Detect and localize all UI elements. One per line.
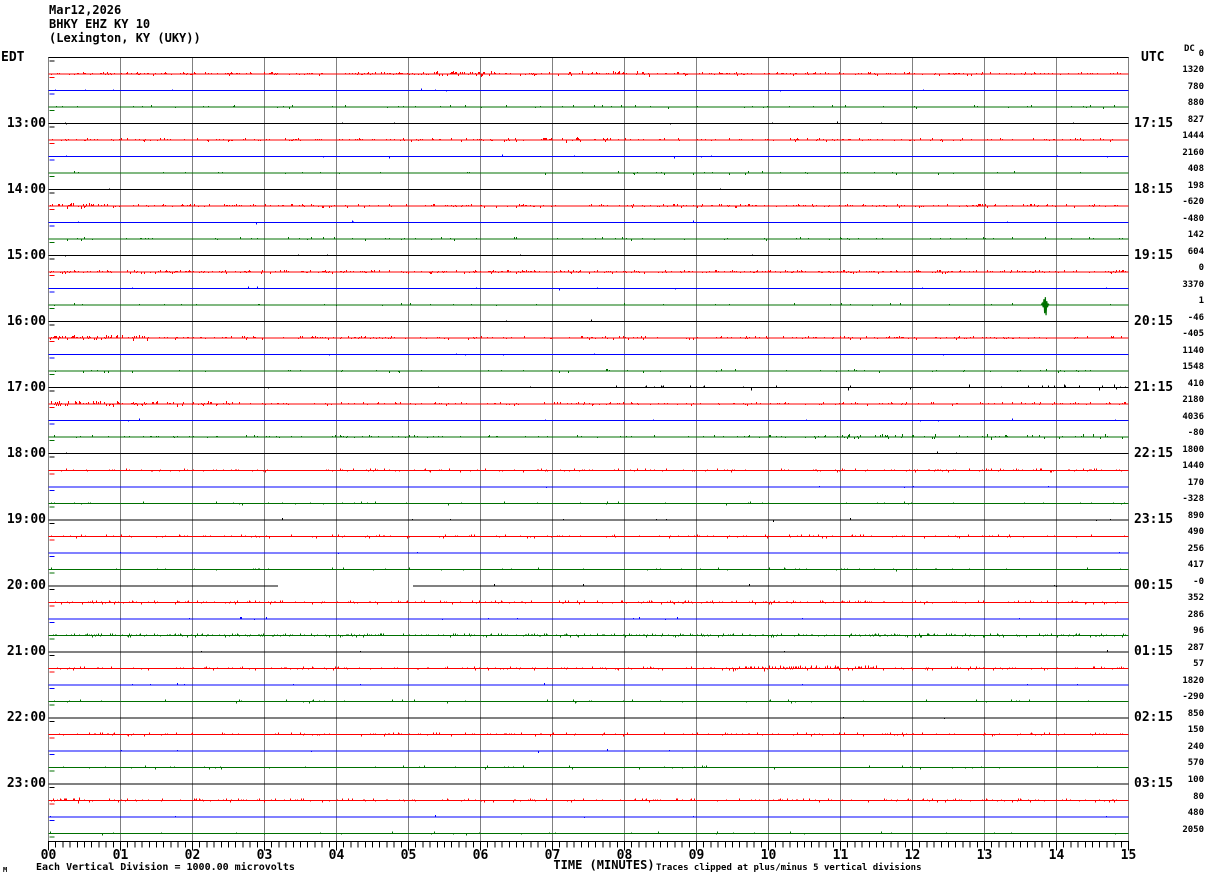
dc-offset-value: 850 [1187,708,1204,719]
dc-offset-value: 1800 [1182,444,1204,455]
minute-tick-label: 03 [256,848,273,863]
dc-offset-value: 490 [1187,527,1204,538]
dc-offset-value: 57 [1193,659,1204,670]
dc-offset-value: 286 [1187,609,1204,620]
scale-note: Each Vertical Division = 1000.00 microvo… [36,862,295,873]
dc-offset-value: 100 [1187,774,1204,785]
utc-hour-label: 01:15 [1134,643,1174,659]
dc-offset-value: 1548 [1182,362,1204,373]
title-date: Mar12,2026 [49,3,122,17]
dc-offset-value: 150 [1187,725,1204,736]
edt-hour-label: 13:00 [6,115,46,131]
minute-tick-label: 14 [1048,848,1065,863]
utc-hour-label: 03:15 [1134,775,1174,791]
dc-offset-value: 2180 [1182,395,1204,406]
dc-offset-value: 890 [1187,510,1204,521]
minute-tick-label: 09 [688,848,705,863]
dc-offset-value: 2050 [1182,824,1204,835]
title-location: (Lexington, KY (UKY)) [49,31,201,45]
minute-tick-label: 12 [904,848,921,863]
utc-hour-label: 17:15 [1134,115,1174,131]
dc-offset-value: 1444 [1182,131,1204,142]
minute-tick-label: 02 [184,848,201,863]
dc-offset-value: -290 [1182,692,1204,703]
edt-hour-label: 15:00 [6,247,46,263]
utc-hour-label: 20:15 [1134,313,1174,329]
clip-note: Traces clipped at plus/minus 5 vertical … [656,863,922,873]
dc-offset-value: 827 [1187,114,1204,125]
dc-offset-value: 4036 [1182,411,1204,422]
dc-offset-value: 780 [1187,81,1204,92]
dc-offset-value: -0 [1193,576,1204,587]
dc-offset-value: 287 [1187,642,1204,653]
minute-tick-label: 06 [472,848,489,863]
minute-tick-label: 10 [760,848,777,863]
dc-offset-value: -328 [1182,494,1204,505]
dc-offset-value: 1140 [1182,345,1204,356]
dc-offset-value: 170 [1187,477,1204,488]
edt-hour-label: 20:00 [6,577,46,593]
dc-offset-value: -80 [1187,428,1204,439]
dc-offset-value: 570 [1187,758,1204,769]
edt-hour-label: 17:00 [6,379,46,395]
minute-tick-label: 01 [112,848,129,863]
dc-offset-value: -480 [1182,213,1204,224]
utc-hour-label: 22:15 [1134,445,1174,461]
edt-hour-label: 16:00 [6,313,46,329]
utc-hour-label: 19:15 [1134,247,1174,263]
minute-tick-label: 15 [1120,848,1137,863]
dc-offset-value: 3370 [1182,279,1204,290]
left-timezone-label: EDT [1,50,25,65]
dc-offset-value: 2160 [1182,147,1204,158]
minute-tick-label: 04 [328,848,345,863]
x-axis-title: TIME (MINUTES) [553,858,655,872]
dc-offset-value: 480 [1187,808,1204,818]
utc-hour-label: 21:15 [1134,379,1174,395]
dc-offset-value: 417 [1187,560,1204,571]
edt-hour-label: 14:00 [6,181,46,197]
dc-offset-value: 1820 [1182,675,1204,686]
dc-offset-value: -46 [1187,312,1204,323]
dc-offset-value: 240 [1187,741,1204,752]
dc-offset-value: 604 [1187,246,1204,257]
dc-offset-value: 1320 [1182,65,1204,75]
dc-offset-value: 0 [1198,263,1204,274]
dc-offset-value: 880 [1187,98,1204,108]
dc-offset-value: 80 [1193,791,1204,802]
minute-tick-label: 13 [976,848,993,863]
dc-offset-value: 256 [1187,543,1204,554]
plot-title: Mar12,2026 BHKY EHZ KY 10 (Lexington, KY… [49,3,201,45]
dc-offset-value: 1 [1198,296,1204,307]
minute-tick-label: 05 [400,848,417,863]
dc-offset-value: 352 [1187,593,1204,604]
minute-tick-label: 11 [832,848,849,863]
dc-offset-value: 96 [1193,626,1204,637]
watermark: M [3,866,8,874]
utc-hour-label: 00:15 [1134,577,1174,593]
dc-offset-value: 198 [1187,180,1204,191]
edt-hour-label: 21:00 [6,643,46,659]
edt-hour-label: 18:00 [6,445,46,461]
dc-offset-value: 0 [1198,48,1204,59]
minute-tick-label: 00 [40,848,57,863]
utc-hour-label: 18:15 [1134,181,1174,197]
utc-hour-label: 02:15 [1134,709,1174,725]
edt-hour-label: 23:00 [6,775,46,791]
dc-offset-value: 1440 [1182,461,1204,472]
title-station: BHKY EHZ KY 10 [49,17,151,31]
dc-offset-value: 410 [1187,378,1204,389]
edt-hour-label: 19:00 [6,511,46,527]
dc-offset-value: -405 [1182,329,1204,340]
edt-hour-label: 22:00 [6,709,46,725]
minute-tick-label: 08 [616,848,633,863]
right-timezone-label: UTC [1141,50,1165,65]
dc-offset-value: -620 [1182,197,1204,208]
dc-offset-value: 142 [1187,230,1204,241]
dc-offset-header: DC [1184,44,1195,54]
minute-tick-label: 07 [544,848,561,863]
utc-hour-label: 23:15 [1134,511,1174,527]
dc-offset-value: 408 [1187,164,1204,175]
